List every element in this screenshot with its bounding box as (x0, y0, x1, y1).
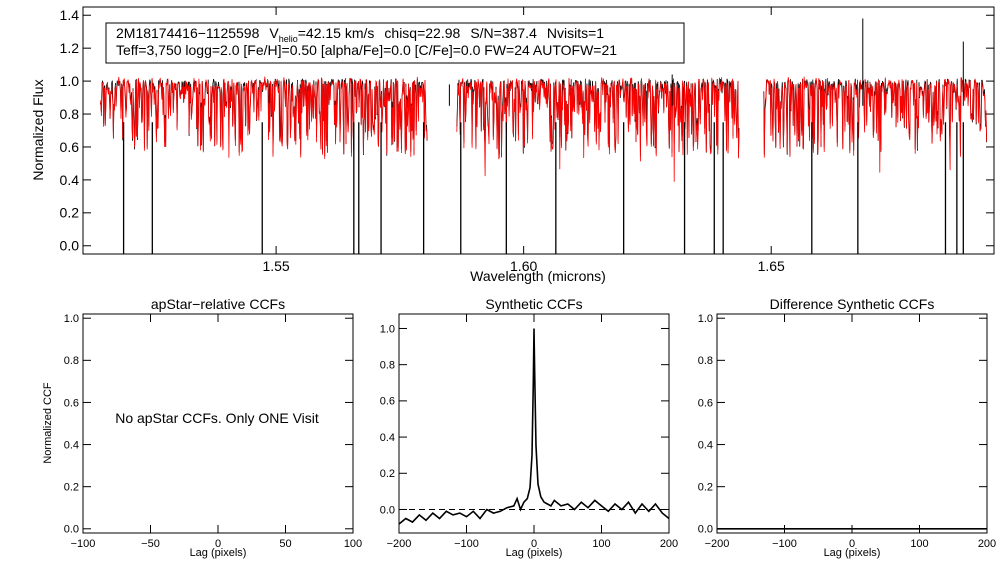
chisq-value: chisq=22.98 (384, 25, 460, 41)
apstar-ccf-panel: −100 −50 0 50 100 0.0 0.2 0.4 0.6 0.8 1.0 apStar−r… (42, 296, 362, 559)
no-ccf-message: No apStar CCFs. Only ONE Visit (115, 410, 319, 426)
apstar-ccf-x-tick-label: −100 (71, 538, 96, 550)
difference-ccf-y-tick-label: 1.0 (698, 313, 713, 325)
star-id: 2M18174416−1125598 (116, 25, 260, 41)
apstar-ccf-x-tick-label: 0 (215, 538, 221, 550)
spectrum-ticks: 1.55 1.60 1.65 0.0 0.2 0.4 0.6 0.8 1.0 1.2 1.4 (60, 7, 994, 274)
spectrum-y-tick-label: 0.2 (60, 205, 80, 221)
spectrum-x-axis-label: Wavelength (microns) (470, 268, 606, 284)
apstar-ccf-x-tick-label: 50 (279, 538, 291, 550)
parameter-box: 2M18174416−1125598 Vhelio=42.15 km/s chisq… (105, 22, 685, 64)
synthetic-ccf-x-tick-label: 200 (660, 538, 678, 550)
synthetic-ccf-x-tick-label: −200 (387, 538, 412, 550)
spectrum-x-tick-label: 1.65 (758, 258, 785, 274)
synthetic-ccf-line (399, 328, 669, 525)
apstar-ccf-y-tick-label: 0.2 (64, 482, 79, 494)
apstar-ccf-y-tick-label: 1.0 (64, 313, 79, 325)
apstar-ccf-title: apStar−relative CCFs (151, 296, 285, 312)
apstar-ccf-y-axis-label: Normalized CCF (42, 382, 54, 464)
synthetic-ccf-x-tick-label: −100 (454, 538, 479, 550)
difference-ccf-x-tick-label: 100 (910, 538, 928, 550)
difference-ccf-y-tick-label: 0.8 (698, 355, 713, 367)
apstar-ccf-y-tick-label: 0.6 (64, 397, 79, 409)
vhelio-subscript: helio (279, 34, 298, 44)
difference-ccf-x-tick-label: 200 (978, 538, 996, 550)
synthetic-ccf-x-tick-label: 0 (531, 538, 537, 550)
apstar-ccf-y-tick-label: 0.0 (64, 524, 79, 536)
spectrum-y-tick-label: 1.0 (60, 73, 80, 89)
difference-ccf-title: Difference Synthetic CCFs (770, 296, 935, 312)
synthetic-ccf-ticks: −200 −100 0 100 200 0.0 0.2 0.4 0.6 0.8 1.0 (380, 314, 678, 550)
model-spectrum-line (456, 77, 740, 182)
spectrum-x-tick-label: 1.60 (510, 258, 537, 274)
spectrum-y-tick-label: 1.4 (60, 7, 80, 23)
apstar-ccf-y-tick-label: 0.8 (64, 355, 79, 367)
spectrum-y-tick-label: 0.8 (60, 106, 80, 122)
synthetic-ccf-y-tick-label: 0.4 (380, 432, 395, 444)
spectrum-y-tick-label: 0.0 (60, 238, 80, 254)
parameter-line-2: Teff=3,750 logg=2.0 [Fe/H]=0.50 [alpha/F… (116, 42, 617, 58)
spectrum-x-tick-label: 1.55 (262, 258, 289, 274)
synthetic-ccf-y-tick-label: 0.0 (380, 504, 395, 516)
synthetic-ccf-y-tick-label: 1.0 (380, 323, 395, 335)
parameter-box-frame (105, 22, 685, 64)
apstar-ccf-x-tick-label: 100 (344, 538, 362, 550)
difference-ccf-frame (716, 313, 988, 534)
vhelio-value: =42.15 km/s (298, 25, 375, 41)
apstar-ccf-x-tick-label: −50 (141, 538, 160, 550)
synthetic-ccf-data (399, 328, 669, 525)
synthetic-ccf-x-axis-label: Lag (pixels) (506, 547, 563, 559)
difference-ccf-ticks: −200 −100 0 100 200 0.0 0.2 0.4 0.6 0.8 1.0 (698, 313, 996, 550)
spectrum-y-tick-label: 1.2 (60, 40, 80, 56)
apstar-ccf-y-tick-label: 0.4 (64, 439, 79, 451)
snr-value: S/N=387.4 (470, 25, 537, 41)
difference-ccf-x-axis-label: Lag (pixels) (824, 547, 881, 559)
vhelio-symbol: V (269, 25, 279, 41)
synthetic-ccf-x-tick-label: 100 (592, 538, 610, 550)
synthetic-ccf-y-tick-label: 0.6 (380, 396, 395, 408)
difference-ccf-y-tick-label: 0.0 (698, 524, 713, 536)
nvisits-value: Nvisits=1 (547, 25, 604, 41)
synthetic-ccf-y-tick-label: 0.8 (380, 360, 395, 372)
parameter-line-1: 2M18174416−1125598 Vhelio=42.15 km/s chisq… (116, 25, 604, 44)
difference-ccf-panel: −200 −100 0 100 200 0.0 0.2 0.4 0.6 0.8 1.0 Differ… (698, 296, 996, 559)
difference-ccf-y-tick-label: 0.2 (698, 482, 713, 494)
difference-ccf-x-tick-label: −200 (705, 538, 730, 550)
spectrum-y-tick-label: 0.4 (60, 172, 80, 188)
model-spectrum-line (99, 76, 428, 159)
apstar-ccf-x-axis-label: Lag (pixels) (190, 547, 247, 559)
synthetic-ccf-y-tick-label: 0.2 (380, 468, 395, 480)
difference-ccf-y-tick-label: 0.6 (698, 397, 713, 409)
apstar-ccf-ticks: −100 −50 0 50 100 0.0 0.2 0.4 0.6 0.8 1.0 (64, 313, 362, 550)
spectrum-data (99, 18, 987, 254)
spectrum-y-axis-label: Normalized Flux (30, 79, 46, 180)
difference-ccf-y-tick-label: 0.4 (698, 439, 713, 451)
difference-ccf-x-tick-label: −100 (772, 538, 797, 550)
spectrum-frame (82, 6, 995, 255)
spectrum-panel: 1.55 1.60 1.65 0.0 0.2 0.4 0.6 0.8 1.0 1.2 1.4 2M1… (30, 6, 995, 284)
model-spectrum-line (763, 76, 987, 173)
difference-ccf-x-tick-label: 0 (849, 538, 855, 550)
spectrum-y-tick-label: 0.6 (60, 139, 80, 155)
synthetic-ccf-title: Synthetic CCFs (485, 296, 582, 312)
synthetic-ccf-panel: −200 −100 0 100 200 0.0 0.2 0.4 0.6 0.8 1.0 Synthe… (380, 296, 678, 559)
